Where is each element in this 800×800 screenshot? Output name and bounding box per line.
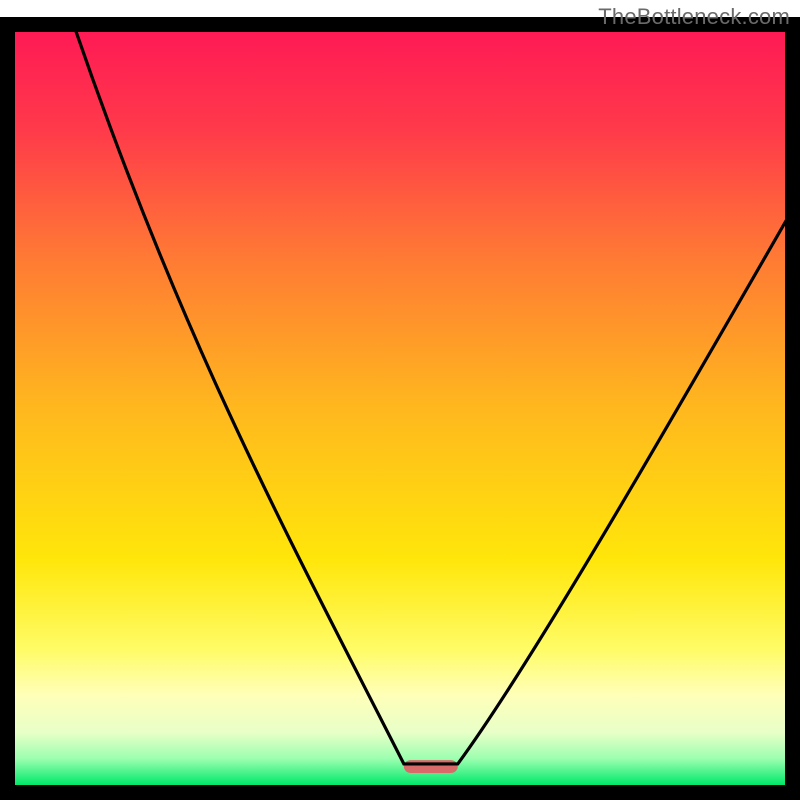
chart-canvas: TheBottleneck.com — [0, 0, 800, 800]
gradient-background — [15, 32, 785, 785]
watermark-text: TheBottleneck.com — [598, 4, 790, 30]
valley-marker — [404, 760, 458, 773]
bottleneck-chart — [0, 0, 800, 800]
